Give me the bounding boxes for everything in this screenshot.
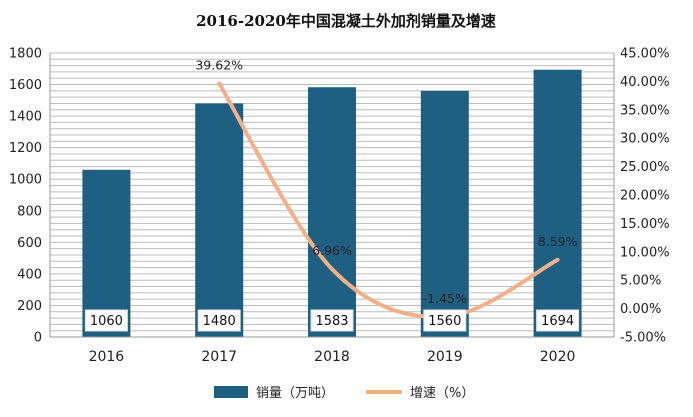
y-tick-left: 1400 [9, 110, 42, 125]
y-tick-right: 40.00% [620, 75, 670, 90]
legend-swatch-bar [214, 386, 248, 398]
y-tick-right: 35.00% [620, 103, 670, 118]
y-tick-left: 1200 [9, 141, 42, 156]
y-tick-left: 600 [17, 236, 42, 251]
rate-data-label: 6.96% [312, 243, 352, 258]
bar [533, 69, 582, 338]
bar-data-label: 1560 [428, 314, 461, 329]
y-tick-left: 200 [17, 299, 42, 314]
chart-title: 2016-2020年中国混凝土外加剂销量及增速 [196, 12, 496, 30]
bar-label-box [536, 309, 580, 332]
y-tick-left: 400 [17, 267, 42, 282]
x-tick-label: 2016 [89, 349, 125, 365]
y-tick-right: 15.00% [620, 217, 670, 232]
x-tick-label: 2020 [540, 349, 576, 365]
bar-label-box [423, 309, 467, 332]
y-tick-right: 0.00% [620, 302, 661, 317]
y-tick-right: 25.00% [620, 160, 670, 175]
bar-label-box [84, 309, 128, 332]
bar [195, 103, 244, 337]
line-series [217, 81, 560, 319]
growth-rate-line [217, 81, 560, 319]
y-tick-left: 0 [34, 331, 42, 346]
bar-series [82, 69, 582, 338]
rate-data-label: -1.45% [423, 291, 467, 306]
x-tick-label: 2017 [201, 349, 237, 365]
y-tick-left: 800 [17, 204, 42, 219]
y-tick-right: 5.00% [620, 274, 661, 289]
bar-data-label: 1060 [90, 314, 123, 329]
bar-data-label: 1480 [203, 314, 236, 329]
x-tick-label: 2019 [427, 349, 463, 365]
y-tick-left: 1600 [9, 78, 42, 93]
bar-data-label: 1583 [315, 314, 348, 329]
y-tick-right: 10.00% [620, 245, 670, 260]
y-tick-left: 1800 [9, 47, 42, 62]
y-tick-right: 30.00% [620, 132, 670, 147]
x-tick-label: 2018 [314, 349, 350, 365]
bar [82, 169, 131, 337]
rate-data-label: 8.59% [538, 234, 578, 249]
data-labels: 1060 1480 1583 1560 1694 39.62% 6.96% -1.45% 8.5… [84, 58, 580, 332]
rate-data-label: 39.62% [195, 58, 243, 73]
legend-label-line: 增速（%） [410, 386, 474, 401]
y-tick-left: 1000 [9, 173, 42, 188]
legend-label-bar: 销量（万吨） [256, 386, 334, 401]
bar-label-box [310, 309, 354, 332]
bar-label-box [197, 309, 241, 332]
bar [420, 90, 469, 337]
bar [308, 87, 356, 337]
bar-data-label: 1694 [541, 314, 574, 329]
y-tick-right: 20.00% [620, 189, 670, 204]
legend: 销量（万吨） 增速（%） [214, 386, 474, 401]
y-tick-right: 45.00% [620, 47, 670, 62]
y-tick-right: -5.00% [620, 331, 666, 346]
axes: 0 200 400 600 800 1000 1200 1400 1600 1800 -5.00% 0… [9, 47, 670, 366]
